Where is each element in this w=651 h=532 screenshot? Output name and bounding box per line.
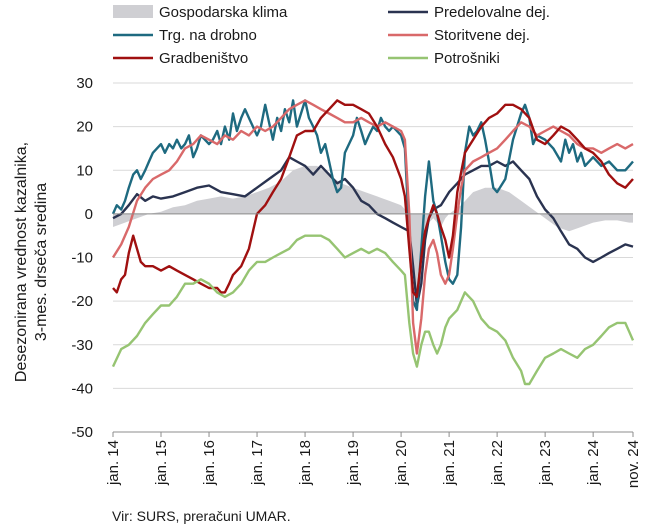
series-line-gradbenistvo bbox=[112, 99, 634, 298]
y-tick-label: 30 bbox=[76, 75, 93, 92]
series-area-gospodarska-klima bbox=[113, 165, 633, 310]
x-tick-label: jan. 18 bbox=[297, 440, 314, 486]
x-tick-label: jan. 19 bbox=[345, 440, 362, 486]
y-axis-label-line-2: 3-mes. drseča sredina bbox=[33, 183, 50, 341]
legend-label: Potrošniki bbox=[434, 50, 500, 67]
series-line-storitvene-dej bbox=[111, 99, 634, 355]
y-tick-label: -50 bbox=[71, 424, 93, 441]
legend-label: Gospodarska klima bbox=[159, 4, 288, 21]
legend: Gospodarska klima Predelovalne dej. Trg. n… bbox=[113, 4, 550, 67]
legend-label: Gradbeništvo bbox=[159, 50, 248, 67]
legend-label: Storitvene dej. bbox=[434, 27, 530, 44]
legend-swatch bbox=[113, 5, 153, 18]
x-tick-label: jan. 17 bbox=[249, 440, 266, 486]
y-tick-label: -20 bbox=[71, 293, 93, 310]
series-line-trg-na-drobno bbox=[111, 99, 634, 312]
x-tick-label: jan. 16 bbox=[201, 440, 218, 486]
x-tick-label: jan. 24 bbox=[585, 440, 602, 486]
y-tick-label: 20 bbox=[76, 119, 93, 136]
legend-label: Predelovalne dej. bbox=[434, 4, 550, 21]
y-tick-label: -30 bbox=[71, 337, 93, 354]
axes: 30 20 10 0 -10 -20 -30 -40 -50 jan. 14 jan. 15 jan.… bbox=[71, 75, 642, 488]
plot-area bbox=[111, 99, 635, 386]
x-tick-label: jan. 22 bbox=[489, 440, 506, 486]
y-tick-label: -40 bbox=[71, 380, 93, 397]
source-note: Vir: SURS, preračuni UMAR. bbox=[112, 508, 291, 524]
y-tick-label: 0 bbox=[85, 206, 93, 223]
y-axis-label-line-1: Desezonirana vrednost kazalnika, bbox=[13, 142, 30, 382]
series-line-potrosniki bbox=[111, 234, 635, 386]
x-tick-label: nov. 24 bbox=[625, 440, 642, 488]
gridlines bbox=[113, 82, 633, 433]
x-tick-label: jan. 14 bbox=[105, 440, 122, 486]
x-tick-label: jan. 20 bbox=[393, 440, 410, 486]
y-tick-label: -10 bbox=[71, 250, 93, 267]
x-tick-label: jan. 23 bbox=[537, 440, 554, 486]
x-tick-label: jan. 21 bbox=[441, 440, 458, 486]
x-tick-label: jan. 15 bbox=[153, 440, 170, 486]
y-tick-label: 10 bbox=[76, 162, 93, 179]
legend-label: Trg. na drobno bbox=[159, 27, 257, 44]
